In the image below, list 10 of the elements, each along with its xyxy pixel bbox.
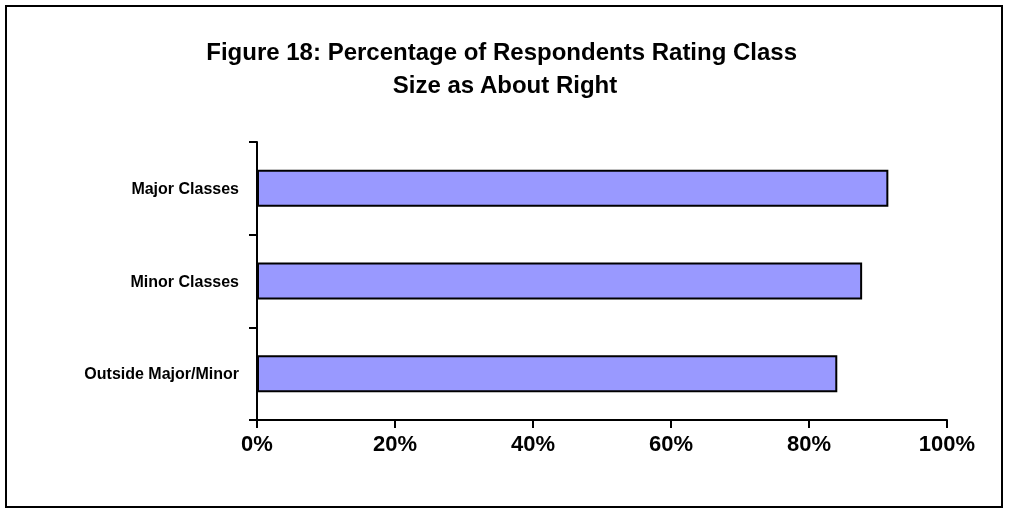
x-tick-label: 20% xyxy=(372,430,418,456)
x-tick-label: 80% xyxy=(786,430,832,456)
chart-title: Figure 18: Percentage of Respondents Rating Class Size as About Right xyxy=(206,38,804,98)
x-tick-label: 100% xyxy=(918,430,976,456)
y-tick-label: Outside Major/Minor xyxy=(84,365,239,383)
x-tick-label: 0% xyxy=(241,430,273,456)
y-tick-label: Major Classes xyxy=(131,179,240,197)
x-tick-label: 40% xyxy=(510,430,556,456)
y-tick-label: Minor Classes xyxy=(130,272,240,290)
x-tick-label: 60% xyxy=(648,430,694,456)
